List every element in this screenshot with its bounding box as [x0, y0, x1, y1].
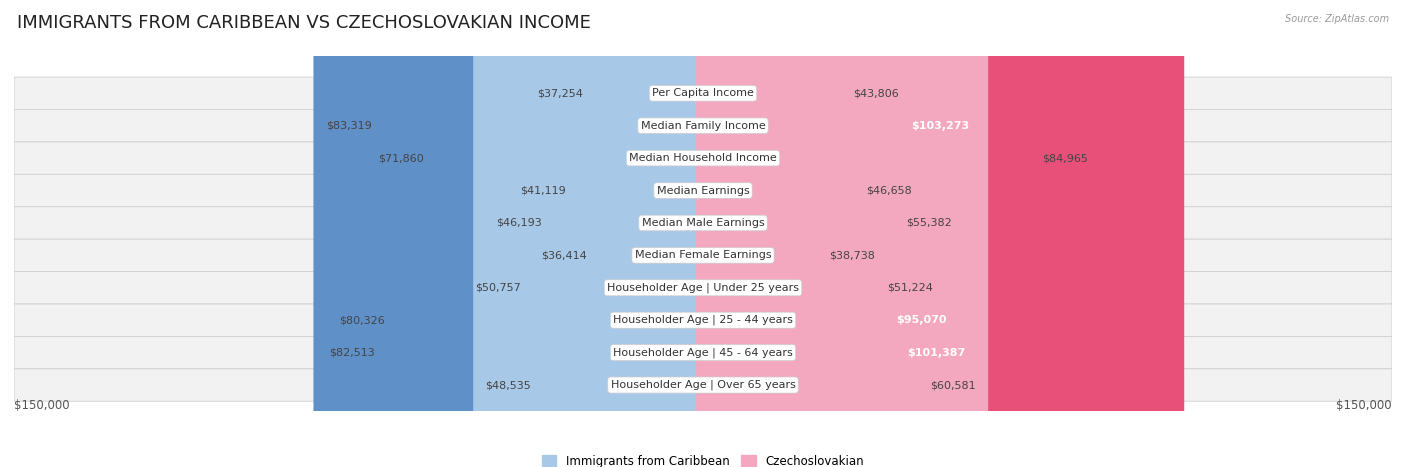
FancyBboxPatch shape — [463, 0, 710, 467]
Text: Householder Age | Over 65 years: Householder Age | Over 65 years — [610, 380, 796, 390]
FancyBboxPatch shape — [318, 0, 710, 467]
FancyBboxPatch shape — [484, 0, 710, 467]
FancyBboxPatch shape — [14, 272, 1392, 304]
FancyBboxPatch shape — [529, 0, 710, 467]
Text: IMMIGRANTS FROM CARIBBEAN VS CZECHOSLOVAKIAN INCOME: IMMIGRANTS FROM CARIBBEAN VS CZECHOSLOVA… — [17, 14, 591, 32]
Text: $43,806: $43,806 — [853, 88, 898, 99]
FancyBboxPatch shape — [14, 336, 1392, 369]
Text: $55,382: $55,382 — [905, 218, 952, 228]
Text: $50,757: $50,757 — [475, 283, 522, 293]
Text: $80,326: $80,326 — [340, 315, 385, 325]
FancyBboxPatch shape — [696, 0, 887, 467]
FancyBboxPatch shape — [474, 0, 710, 467]
Text: $101,387: $101,387 — [907, 347, 965, 358]
Text: Source: ZipAtlas.com: Source: ZipAtlas.com — [1285, 14, 1389, 24]
FancyBboxPatch shape — [696, 0, 911, 467]
Text: $103,273: $103,273 — [911, 121, 969, 131]
FancyBboxPatch shape — [14, 174, 1392, 207]
Text: Median Earnings: Median Earnings — [657, 185, 749, 196]
FancyBboxPatch shape — [508, 0, 710, 467]
FancyBboxPatch shape — [696, 0, 1146, 467]
FancyBboxPatch shape — [14, 239, 1392, 272]
FancyBboxPatch shape — [696, 0, 1175, 467]
Text: Householder Age | 45 - 64 years: Householder Age | 45 - 64 years — [613, 347, 793, 358]
Text: Per Capita Income: Per Capita Income — [652, 88, 754, 99]
Text: Median Family Income: Median Family Income — [641, 121, 765, 131]
FancyBboxPatch shape — [328, 0, 710, 467]
FancyBboxPatch shape — [14, 110, 1392, 142]
Text: $46,658: $46,658 — [866, 185, 911, 196]
Text: $41,119: $41,119 — [520, 185, 565, 196]
FancyBboxPatch shape — [696, 0, 965, 467]
Text: $83,319: $83,319 — [326, 121, 371, 131]
Text: $150,000: $150,000 — [14, 399, 70, 411]
Text: $46,193: $46,193 — [496, 218, 543, 228]
Text: Median Household Income: Median Household Income — [628, 153, 778, 163]
Text: $71,860: $71,860 — [378, 153, 425, 163]
Text: $84,965: $84,965 — [1042, 153, 1088, 163]
Legend: Immigrants from Caribbean, Czechoslovakian: Immigrants from Caribbean, Czechoslovaki… — [537, 450, 869, 467]
Text: $82,513: $82,513 — [329, 347, 375, 358]
Text: $37,254: $37,254 — [537, 88, 583, 99]
FancyBboxPatch shape — [14, 77, 1392, 110]
FancyBboxPatch shape — [696, 0, 945, 467]
FancyBboxPatch shape — [14, 207, 1392, 239]
Text: $150,000: $150,000 — [1336, 399, 1392, 411]
FancyBboxPatch shape — [314, 0, 710, 467]
FancyBboxPatch shape — [524, 0, 710, 467]
Text: Householder Age | 25 - 44 years: Householder Age | 25 - 44 years — [613, 315, 793, 325]
FancyBboxPatch shape — [696, 0, 1184, 467]
Text: Median Male Earnings: Median Male Earnings — [641, 218, 765, 228]
Text: Householder Age | Under 25 years: Householder Age | Under 25 years — [607, 283, 799, 293]
FancyBboxPatch shape — [14, 304, 1392, 336]
Text: $95,070: $95,070 — [896, 315, 946, 325]
FancyBboxPatch shape — [14, 142, 1392, 174]
FancyBboxPatch shape — [696, 0, 924, 467]
FancyBboxPatch shape — [696, 0, 988, 467]
Text: $36,414: $36,414 — [541, 250, 588, 261]
FancyBboxPatch shape — [366, 0, 710, 467]
Text: $60,581: $60,581 — [931, 380, 976, 390]
Text: $38,738: $38,738 — [830, 250, 876, 261]
Text: $51,224: $51,224 — [887, 283, 932, 293]
Text: Median Female Earnings: Median Female Earnings — [634, 250, 772, 261]
Text: $48,535: $48,535 — [485, 380, 531, 390]
FancyBboxPatch shape — [696, 0, 1099, 467]
FancyBboxPatch shape — [14, 369, 1392, 401]
